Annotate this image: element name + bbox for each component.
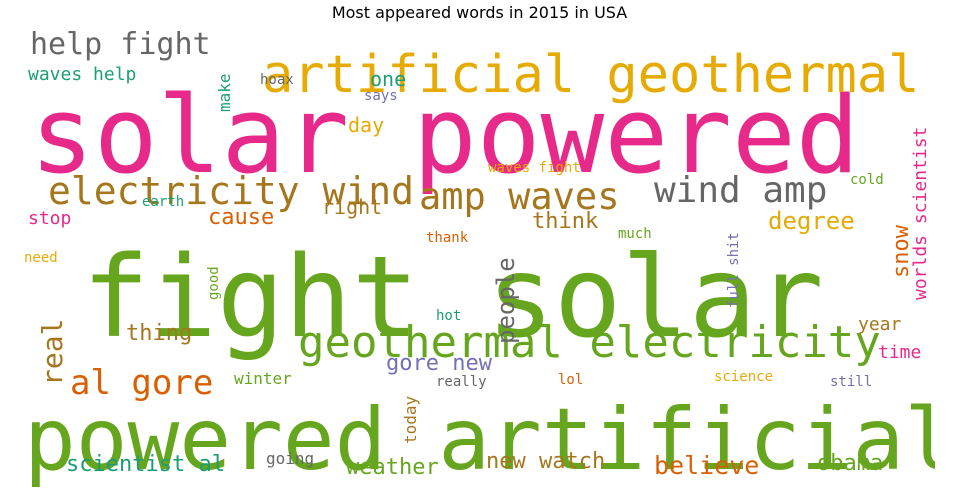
word-real: real <box>36 319 69 386</box>
word-waves-fight: waves fight <box>488 160 581 176</box>
word-geothermal-electricity: geothermal electricity <box>298 317 881 368</box>
word-degree: degree <box>768 207 855 235</box>
word-says: says <box>364 88 398 104</box>
word-full-shit: full shit <box>726 232 742 308</box>
word-people: people <box>492 257 520 344</box>
word-help-fight: help fight <box>30 27 211 62</box>
word-powered-artificial: powered artificial <box>24 390 935 490</box>
word-hoax: hoax <box>260 72 294 88</box>
word-day: day <box>348 113 384 137</box>
word-winter: winter <box>234 369 292 388</box>
word-lol: lol <box>558 372 583 388</box>
word-solar-powered: solar powered <box>30 74 860 197</box>
word-think: think <box>532 209 598 234</box>
word-year: year <box>858 314 902 335</box>
word-stop: stop <box>28 208 71 229</box>
word-snow: snow <box>889 224 914 278</box>
word-obama: obama <box>817 451 883 476</box>
word-electricity-wind: electricity wind <box>48 169 414 213</box>
word-cloud: solar powered fight solar powered artifici… <box>24 27 935 490</box>
word-time: time <box>878 342 921 363</box>
word-much: much <box>618 226 652 242</box>
word-amp-waves: amp waves <box>419 175 619 218</box>
word-new-watch: new watch <box>486 449 605 474</box>
word-science: science <box>714 369 773 385</box>
chart-title: Most appeared words in 2015 in USA <box>331 3 628 22</box>
word-cold: cold <box>850 172 884 188</box>
word-al-gore: al gore <box>70 363 213 403</box>
word-good: good <box>206 266 222 300</box>
word-really: really <box>436 374 487 390</box>
word-cause: cause <box>208 205 274 230</box>
word-today: today <box>401 395 420 444</box>
word-wind-amp: wind amp <box>654 170 827 211</box>
word-right: right <box>322 195 382 219</box>
word-artificial-geothermal: artificial geothermal <box>262 45 919 105</box>
word-waves-help: waves help <box>28 64 136 85</box>
word-need: need <box>24 250 58 266</box>
word-thank: thank <box>426 230 469 246</box>
word-going: going <box>266 449 314 468</box>
word-believe: believe <box>654 451 759 480</box>
word-fight-solar: fight solar <box>82 233 824 363</box>
word-still: still <box>830 374 872 390</box>
word-weather: weather <box>346 455 439 480</box>
word-earth: earth <box>142 194 184 210</box>
word-worlds-scientist: worlds scientist <box>910 127 931 300</box>
word-hot: hot <box>436 308 461 324</box>
word-scientist-al: scientist al <box>66 452 225 477</box>
word-gore-new: gore new <box>386 351 493 376</box>
word-make: make <box>215 73 234 112</box>
word-thing: thing <box>126 321 192 346</box>
word-one: one <box>370 67 406 91</box>
